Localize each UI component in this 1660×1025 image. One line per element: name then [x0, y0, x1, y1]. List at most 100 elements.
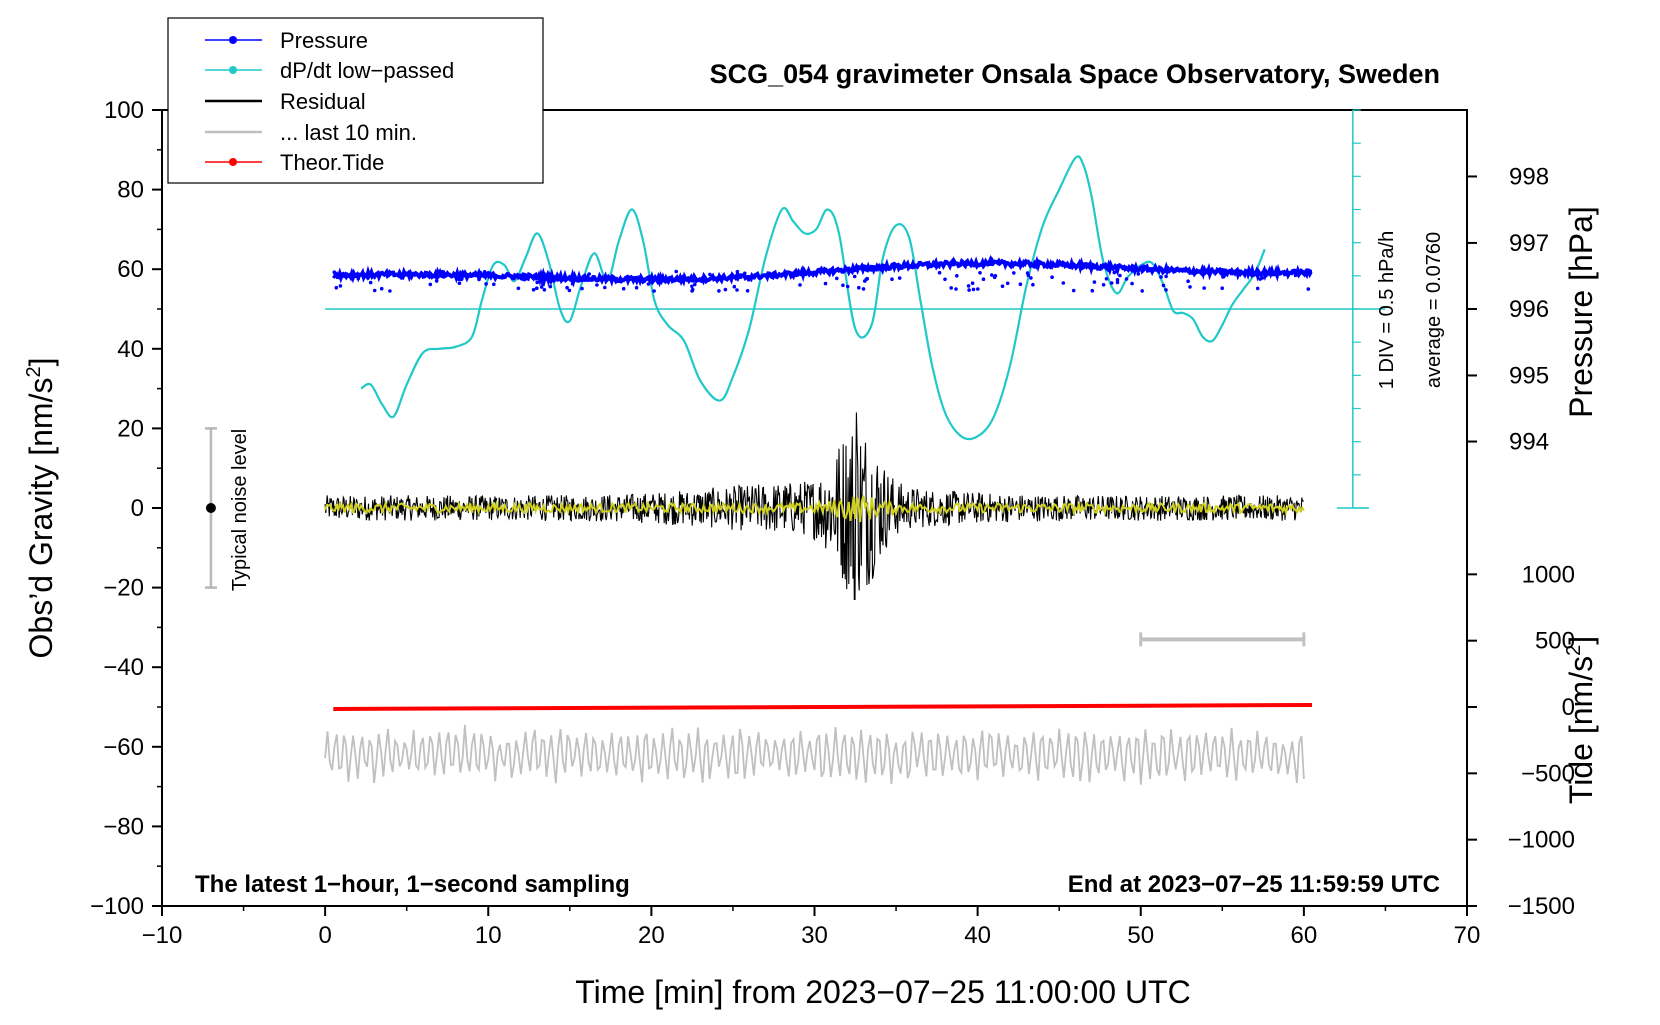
- pressure-point: [555, 278, 560, 282]
- pressure-point: [993, 274, 998, 278]
- filtered-residual-series: [324, 495, 1305, 523]
- pressure-point: [1136, 272, 1141, 276]
- y-tick-label: −60: [103, 734, 144, 761]
- legend-marker-dpdt: [229, 66, 237, 74]
- y-axis-title-left: Obs’d Gravity [nm/s2]: [23, 358, 59, 659]
- pressure-point: [646, 282, 651, 286]
- y-axis-title-pressure: Pressure [hPa]: [1563, 206, 1599, 418]
- pressure-point: [1115, 278, 1120, 282]
- last-10-min-series: [324, 724, 1305, 785]
- pressure-line: [332, 254, 1313, 288]
- theoretical-tide-series: [333, 703, 1313, 711]
- pressure-point: [809, 271, 814, 276]
- pressure-point: [1090, 288, 1095, 293]
- pressure-point: [509, 274, 514, 279]
- y-axis-title-left-sup: 2: [23, 366, 45, 377]
- tide-tick-label: 500: [1535, 628, 1575, 655]
- pressure-point: [399, 276, 404, 280]
- tide-tick-label: 1000: [1522, 561, 1575, 588]
- pressure-point: [531, 287, 536, 292]
- pressure-point: [1018, 282, 1023, 287]
- pressure-point: [738, 275, 743, 280]
- pressure-point: [690, 289, 694, 293]
- pressure-point: [743, 271, 747, 276]
- pressure-point: [633, 275, 637, 280]
- pressure-point: [428, 282, 433, 287]
- y-tick-label: 40: [117, 336, 144, 363]
- pressure-point: [981, 277, 986, 282]
- pressure-point: [708, 272, 712, 277]
- pressure-point: [1258, 277, 1262, 281]
- x-tick-label: 30: [801, 922, 828, 949]
- pressure-point: [1115, 280, 1120, 285]
- pressure-point: [457, 281, 462, 286]
- pressure-point: [970, 281, 975, 286]
- legend-item-dpdt: dP/dt low−passed: [205, 58, 454, 83]
- legend-label-dpdt: dP/dt low−passed: [280, 58, 454, 83]
- pressure-point: [492, 282, 496, 287]
- pressure-point: [338, 284, 343, 288]
- y-axis-title-left-end: ]: [23, 358, 59, 367]
- dpdt-series: [360, 155, 1266, 441]
- pressure-point: [434, 273, 439, 277]
- pressure-point: [332, 270, 337, 275]
- pressure-point: [978, 271, 982, 275]
- pressure-point: [1061, 281, 1066, 285]
- axes-ticks: −10 0 10 20 30 40 50 60 70100806040200−20−40−60−…: [90, 97, 1575, 949]
- pressure-point: [1026, 273, 1031, 278]
- pressure-point: [1029, 276, 1033, 280]
- pressure-point: [1164, 288, 1168, 292]
- pressure-point: [634, 285, 639, 290]
- pressure-series: [332, 254, 1313, 293]
- y-tick-label: −80: [103, 813, 144, 840]
- pressure-point: [595, 283, 599, 287]
- pressure-point: [890, 277, 894, 282]
- pressure-point: [535, 280, 539, 285]
- note-left: The latest 1−hour, 1−second sampling: [195, 871, 630, 898]
- pressure-point: [477, 277, 481, 282]
- y-axis-title-left-text: Obs’d Gravity [nm/s: [23, 378, 59, 659]
- residual-series: [324, 412, 1304, 601]
- x-axis-title: Time [min] from 2023−07−25 11:00:00 UTC: [575, 974, 1190, 1010]
- legend-label-last10: ... last 10 min.: [280, 120, 417, 145]
- pressure-point: [1109, 281, 1114, 285]
- pressure-point: [1159, 275, 1163, 279]
- x-tick-label: −10: [142, 922, 183, 949]
- dpdt-scale-label: 1 DIV = 0.5 hPa/h: [1376, 231, 1398, 389]
- pressure-point: [356, 276, 361, 281]
- pressure-point: [746, 277, 751, 282]
- pressure-point: [976, 287, 980, 291]
- legend-item-pressure: Pressure: [205, 28, 368, 53]
- pressure-point: [434, 279, 439, 283]
- pressure-point: [857, 285, 861, 290]
- pressure-point: [526, 275, 530, 280]
- legend-label-pressure: Pressure: [280, 28, 368, 53]
- noise-center-dot: [205, 503, 216, 513]
- pressure-point: [745, 289, 750, 293]
- pressure-point: [971, 287, 976, 292]
- pressure-point: [372, 288, 377, 293]
- pressure-point: [955, 274, 959, 278]
- pressure-point: [1188, 285, 1192, 289]
- legend-item-tide: Theor.Tide: [205, 150, 384, 175]
- pressure-point: [1000, 284, 1005, 289]
- pressure-point: [1031, 282, 1035, 287]
- pressure-point: [368, 280, 373, 285]
- pressure-point: [717, 289, 721, 293]
- legend: Pressure dP/dt low−passed Residual ... l…: [167, 17, 544, 184]
- y-tick-label: 80: [117, 177, 144, 204]
- pressure-point: [865, 276, 869, 281]
- note-right: End at 2023−07−25 11:59:59 UTC: [1068, 871, 1440, 898]
- pressure-point: [693, 282, 697, 287]
- pressure-point: [845, 284, 850, 289]
- y-tick-label: 60: [117, 256, 144, 283]
- pressure-point: [830, 269, 834, 274]
- y-tick-label: 0: [131, 495, 144, 522]
- pressure-point: [1092, 280, 1097, 284]
- pressure-point: [1101, 283, 1106, 287]
- pressure-tick-label: 997: [1509, 230, 1549, 257]
- pressure-point: [552, 279, 556, 283]
- x-tick-label: 70: [1454, 922, 1481, 949]
- annotations: [204, 109, 1386, 647]
